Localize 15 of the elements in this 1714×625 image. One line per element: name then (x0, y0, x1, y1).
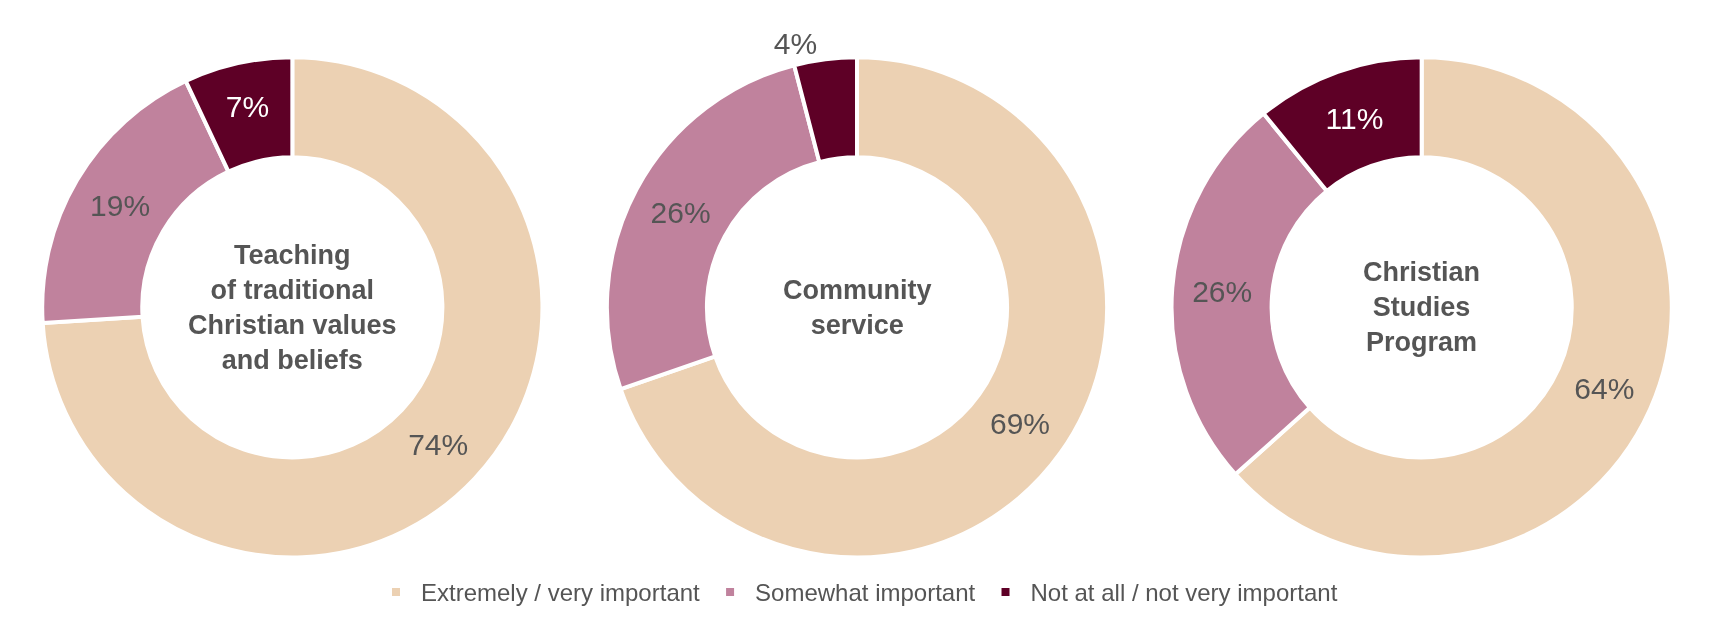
data-label: 19% (90, 189, 151, 223)
text: Community service (783, 275, 932, 341)
data-label: 69% (989, 406, 1051, 440)
data-label: 26% (650, 196, 711, 230)
data-label: 4% (773, 26, 818, 60)
legend-label: Extremely / very important (421, 579, 701, 607)
data-label: 7% (225, 90, 270, 124)
text: Christian Studies Program (1363, 257, 1481, 358)
data-label: 64% (1574, 372, 1635, 406)
legend-label: Somewhat important (755, 579, 976, 607)
data-label: 11% (1325, 102, 1384, 136)
data-label: 26% (1192, 275, 1253, 309)
legend-label: Not at all / not very important (1030, 579, 1338, 607)
text: Teaching of traditional Christian values and beliefs (188, 240, 397, 376)
data-label: 74% (408, 427, 469, 461)
